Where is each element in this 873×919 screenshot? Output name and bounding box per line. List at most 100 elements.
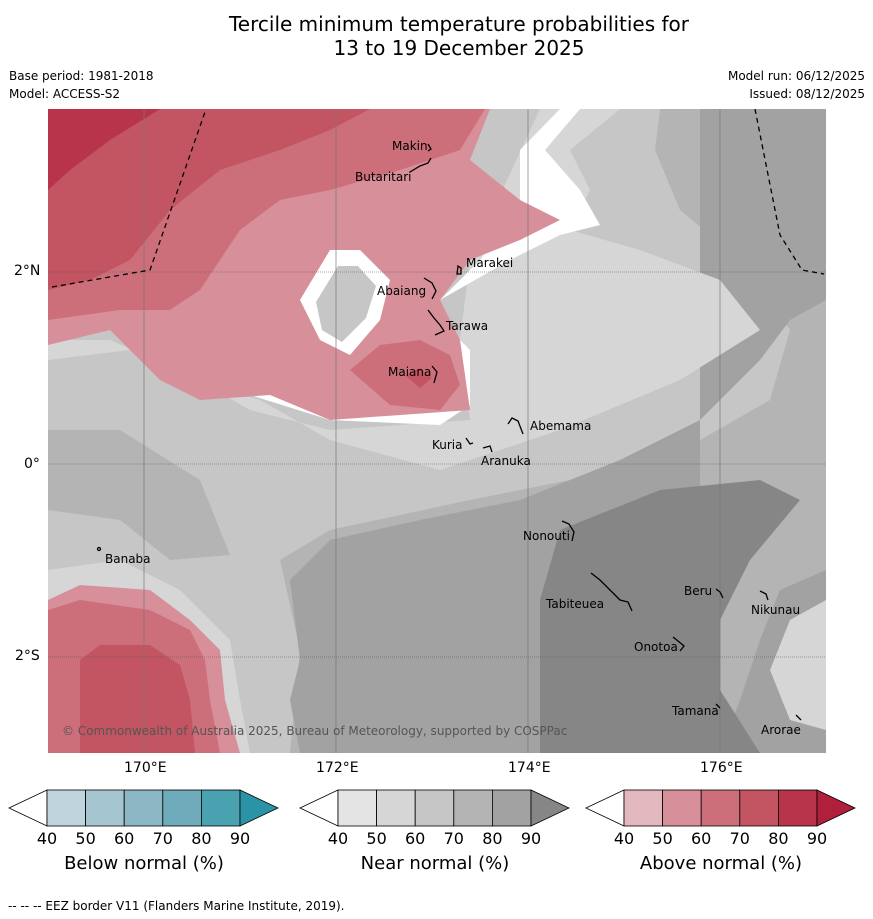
model-name: Model: ACCESS-S2 [9, 87, 121, 101]
field-near-enclave-inner [316, 266, 376, 342]
lon-label-172e: 172°E [316, 760, 359, 776]
eez-legend-note: -- -- -- EEZ border V11 (Flanders Marine… [8, 899, 345, 913]
colorbar-below-tick-40: 40 [36, 829, 58, 848]
lat-label-0: 0° [24, 456, 40, 472]
island-marakei-shape [456, 264, 462, 275]
field-above-70 [48, 109, 370, 290]
colorbar-near-tick-70: 70 [443, 829, 464, 848]
colorbar-near-tick-60: 60 [405, 829, 426, 848]
colorbar-near-label: Near normal (%) [360, 853, 510, 874]
colorbar-above-label: Above normal (%) [639, 853, 803, 874]
colorbars [8, 789, 856, 827]
colorbar-above-tick-60: 60 [691, 829, 712, 848]
field-near-90 [540, 480, 800, 753]
place-marakei: Marakei [466, 256, 514, 270]
colorbar-above-segment-80 [777, 789, 818, 827]
title-line-2: 13 to 19 December 2025 [333, 36, 585, 60]
colorbar-above-extend-high [816, 789, 856, 827]
colorbar-near-extend-high [530, 789, 570, 827]
island-nikunau-shape [759, 590, 769, 601]
island-abemama-shape [507, 417, 524, 435]
colorbar-near-segment-40 [337, 789, 377, 827]
colorbar-below-label: Below normal (%) [64, 853, 224, 874]
lat-label-2s: 2°S [15, 648, 40, 664]
place-nonouti: Nonouti [523, 529, 570, 543]
colorbar-below-extend-low [8, 789, 48, 827]
colorbar-below-segment-70 [162, 789, 202, 827]
model-run: Model run: 06/12/2025 [727, 69, 865, 83]
field-near-50-se [770, 600, 826, 730]
island-banaba-shape [96, 546, 102, 552]
copyright-notice: © Commonwealth of Australia 2025, Bureau… [62, 724, 568, 738]
meta-right: Model run: 06/12/2025 Issued: 08/12/2025 [728, 67, 865, 103]
colorbar-below-tick-60: 60 [114, 829, 135, 848]
colorbar-above-tick-90: 90 [806, 829, 828, 848]
island-abaiang-shape [423, 277, 437, 300]
colorbar-near-tick-40: 40 [327, 829, 349, 848]
colorbar-near-segment-60 [414, 789, 455, 827]
field-above-sw-70 [80, 645, 195, 753]
place-beru: Beru [684, 584, 713, 598]
island-butaritari-shape [409, 157, 432, 173]
colorbar-below-tick-50: 50 [75, 829, 96, 848]
colorbar-above-segment-40 [623, 789, 663, 827]
island-onotoa-shape [672, 636, 685, 652]
colorbar-near-tick-80: 80 [482, 829, 503, 848]
colorbar-below-segment-60 [123, 789, 164, 827]
colorbar-below-segment-40 [46, 789, 86, 827]
island-kuria-shape [465, 437, 474, 445]
island-nonouti-shape [561, 520, 575, 542]
field-above-maiana-70 [405, 368, 432, 388]
colorbar-below-tick-80: 80 [191, 829, 212, 848]
colorbar-near [299, 789, 570, 827]
colorbar-above-tick-70: 70 [729, 829, 750, 848]
colorbar-above-segment-50 [662, 789, 702, 827]
colorbar-below-segment-50 [85, 789, 125, 827]
title-line-1: Tercile minimum temperature probabilitie… [228, 12, 690, 36]
field-above-80 [48, 109, 160, 190]
colorbar-above [585, 789, 856, 827]
field-near-70-west [48, 430, 230, 560]
island-tamana-shape [715, 703, 721, 709]
base-period: Base period: 1981-2018 [9, 69, 154, 83]
colorbar-below-tick-90: 90 [229, 829, 251, 848]
island-aranuka-shape [482, 445, 493, 453]
colorbar-near-tick-50: 50 [366, 829, 387, 848]
colorbar-above-tick-50: 50 [652, 829, 673, 848]
field-gap [48, 109, 600, 425]
place-onotoa: Onotoa [634, 640, 678, 654]
colorbar-below [8, 789, 279, 827]
colorbar-above-tick-40: 40 [613, 829, 635, 848]
place-kuria: Kuria [432, 438, 463, 452]
colorbar-below-tick-70: 70 [152, 829, 173, 848]
colorbar-near-segment-70 [453, 789, 493, 827]
island-maiana-shape [431, 365, 438, 384]
place-tamana: Tamana [672, 704, 719, 718]
meta-left: Base period: 1981-2018 Model: ACCESS-S2 [9, 67, 154, 103]
colorbar-above-segment-60 [700, 789, 741, 827]
place-arorae: Arorae [761, 723, 801, 737]
island-makin-shape [427, 143, 432, 152]
colorbar-above-tick-80: 80 [768, 829, 789, 848]
place-banaba: Banaba [105, 552, 151, 566]
colorbar-below-extend-high [239, 789, 279, 827]
lon-label-176e: 176°E [700, 760, 743, 776]
place-makin: Makin [392, 139, 428, 153]
colorbar-below-segment-80 [200, 789, 241, 827]
place-maiana: Maiana [388, 365, 432, 379]
colorbar-above-extend-low [585, 789, 625, 827]
colorbar-near-segment-80 [491, 789, 532, 827]
place-tabiteuea: Tabiteuea [546, 597, 605, 611]
colorbar-near-extend-low [299, 789, 339, 827]
place-butaritari: Butaritari [355, 170, 412, 184]
colorbar-above-segment-70 [739, 789, 779, 827]
lon-label-174e: 174°E [508, 760, 551, 776]
place-tarawa: Tarawa [446, 319, 489, 333]
island-arorae-shape [795, 714, 802, 721]
place-aranuka: Aranuka [481, 454, 531, 468]
place-abaiang: Abaiang [377, 284, 427, 298]
lat-label-2n: 2°N [14, 263, 41, 279]
colorbar-near-segment-50 [376, 789, 416, 827]
map-title: Tercile minimum temperature probabilitie… [0, 12, 873, 60]
